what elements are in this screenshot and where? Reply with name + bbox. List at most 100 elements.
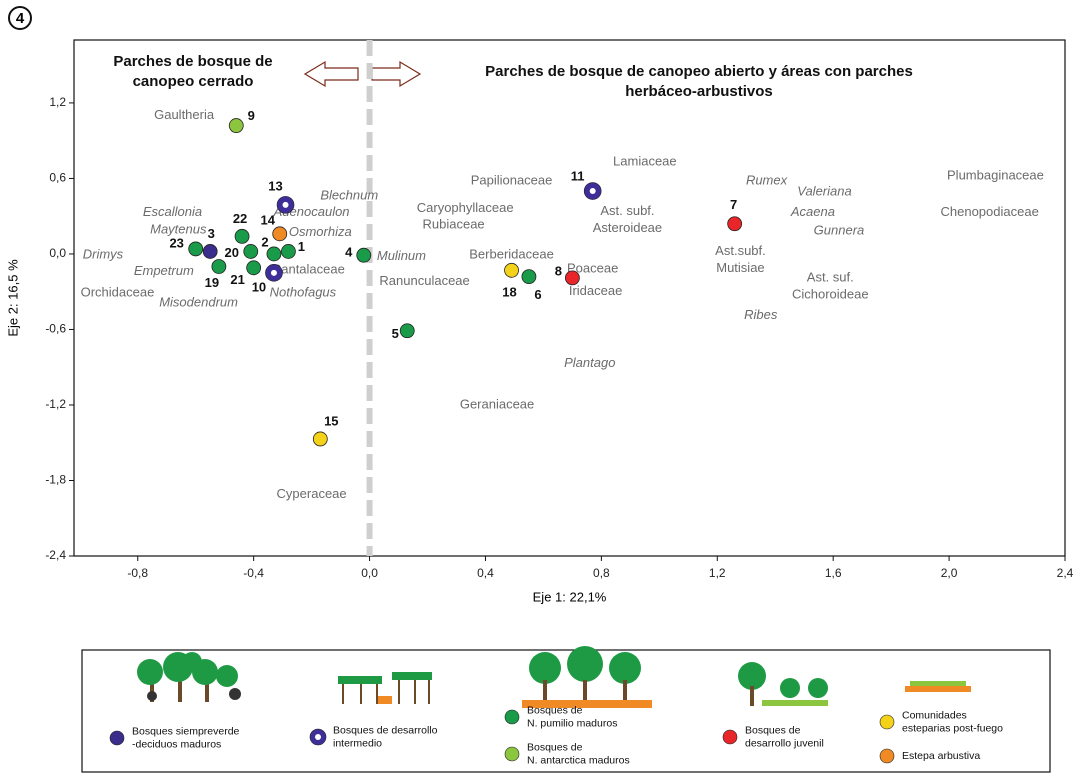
species-label: Cichoroideae — [792, 287, 869, 302]
legend-marker — [879, 714, 895, 730]
legend-marker — [504, 709, 520, 725]
legend-label: N. pumilio maduros — [527, 717, 617, 729]
legend-label: -deciduos maduros — [132, 738, 221, 750]
x-tick-label: 1,2 — [709, 566, 726, 580]
point-label: 21 — [230, 272, 244, 287]
point — [246, 260, 262, 276]
point — [202, 244, 218, 259]
y-tick-label: 1,2 — [49, 95, 66, 109]
shrub-icon — [905, 681, 971, 692]
species-label: Maytenus — [150, 221, 207, 236]
species-label: Gaultheria — [154, 107, 215, 122]
legend-marker — [109, 730, 125, 746]
point — [243, 244, 259, 259]
y-tick-label: -2,4 — [45, 548, 66, 562]
point — [521, 269, 537, 285]
tree-icon — [738, 662, 828, 706]
point-label: 10 — [252, 279, 266, 294]
point-label: 8 — [555, 263, 562, 278]
legend-marker — [504, 746, 520, 762]
species-label: Ribes — [744, 307, 778, 322]
point-label: 2 — [261, 234, 268, 249]
point — [188, 241, 204, 257]
x-tick-label: 2,0 — [941, 566, 958, 580]
point-label: 4 — [345, 245, 353, 260]
y-tick-label: 0,6 — [49, 171, 66, 185]
point — [356, 247, 372, 263]
legend-label: Estepa arbustiva — [902, 750, 980, 762]
point-label: 9 — [248, 108, 255, 123]
species-label: Ranunculaceae — [379, 273, 469, 288]
panel-label: 4 — [16, 10, 25, 27]
point — [281, 244, 296, 259]
point-label: 18 — [502, 285, 516, 300]
species-label: Osmorhiza — [289, 224, 352, 239]
species-label: Lamiaceae — [613, 154, 677, 169]
point — [564, 270, 580, 286]
species-label: Drimys — [83, 247, 124, 262]
legend-marker — [722, 729, 738, 745]
species-label: Caryophyllaceae — [417, 200, 514, 215]
legend-label: esteparias post-fuego — [902, 722, 1003, 734]
point-label: 13 — [268, 178, 282, 193]
legend-label: Bosques de — [527, 704, 583, 716]
species-label: Orchidaceae — [81, 284, 155, 299]
species-label: Acaena — [790, 204, 835, 219]
species-label: Blechnum — [320, 187, 378, 202]
species-label: Ast. suf. — [807, 270, 854, 285]
y-tick-label: 0,0 — [49, 246, 66, 260]
arrow-left — [303, 60, 359, 88]
tree-icon — [137, 652, 241, 702]
species-label: Nothofagus — [270, 284, 337, 299]
point — [272, 226, 288, 242]
legend-icons — [137, 646, 971, 708]
species-label: Mulinum — [377, 248, 426, 263]
species-label: Geraniaceae — [460, 396, 534, 411]
point-hole — [282, 201, 289, 208]
y-tick-label: -1,8 — [45, 473, 66, 487]
y-tick-label: -0,6 — [45, 322, 66, 336]
point-label: 6 — [534, 287, 541, 302]
point-label: 7 — [730, 197, 737, 212]
x-tick-label: -0,4 — [243, 566, 264, 580]
legend-label: Bosques de desarrollo — [333, 724, 438, 736]
point — [727, 216, 743, 232]
y-axis-title: Eje 2: 16,5 % — [5, 259, 20, 337]
y-tick-label: -1,2 — [45, 397, 66, 411]
point-label: 20 — [225, 245, 239, 260]
point-label: 23 — [169, 235, 183, 250]
point — [211, 259, 227, 274]
species-label: Cyperaceae — [277, 486, 347, 501]
x-tick-label: 1,6 — [825, 566, 842, 580]
legend-label: N. antarctica maduros — [527, 754, 630, 766]
heading: Parches de bosque de canopeo abierto y á… — [485, 63, 913, 80]
heading: Parches de bosque de — [113, 53, 272, 70]
point — [399, 323, 415, 339]
species-label: Ast. subf. — [600, 203, 654, 218]
point — [266, 246, 282, 262]
panel-badge — [8, 6, 32, 30]
species-label: Escallonia — [143, 204, 202, 219]
point-label: 15 — [324, 413, 338, 428]
legend-label: desarrollo juvenil — [745, 737, 824, 749]
species-label: Papilionaceae — [471, 172, 553, 187]
species-label: Ast.subf. — [715, 243, 766, 258]
species-label: Chenopodiaceae — [941, 204, 1039, 219]
point — [234, 228, 250, 244]
plot-frame — [73, 39, 1066, 557]
legend-label: Bosques de — [745, 724, 801, 736]
point — [228, 118, 244, 133]
species-label: Misodendrum — [159, 294, 238, 309]
species-label: Iridaceae — [569, 283, 622, 298]
legend-label: Comunidades — [902, 709, 967, 721]
species-label: Empetrum — [134, 263, 194, 278]
species-label: Rumex — [746, 172, 788, 187]
species-label: Plumbaginaceae — [947, 167, 1044, 182]
x-tick-label: 0,8 — [593, 566, 610, 580]
legend-label: Bosques siempreverde — [132, 725, 240, 737]
species-label: Rubiaceae — [423, 216, 485, 231]
point-label: 11 — [571, 168, 585, 183]
legend-frame — [81, 649, 1051, 773]
species-label: Gunnera — [814, 223, 865, 238]
